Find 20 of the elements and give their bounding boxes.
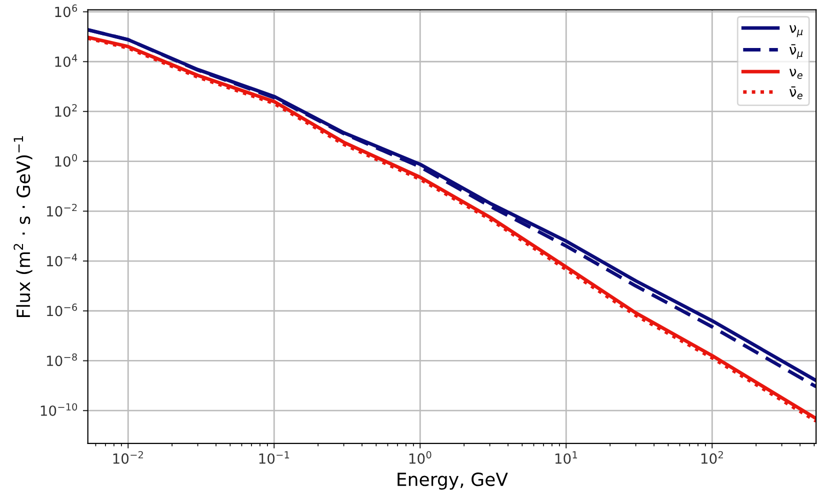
x-tick-label: 10$^{0}$ xyxy=(409,451,432,464)
y-tick-label: 10$^{−8}$ xyxy=(47,353,77,366)
y-axis-title: Flux (m$^{2}$ · s · GeV)$^{−1}$ xyxy=(14,136,32,318)
legend-label: ν̄$_{μ}$ xyxy=(789,44,803,59)
y-tick-label: 10$^{−2}$ xyxy=(47,204,77,217)
y-tick-label: 10$^{2}$ xyxy=(55,104,77,117)
legend-label: ν̄$_{e}$ xyxy=(789,86,802,100)
x-tick-label: 10$^{−2}$ xyxy=(113,451,143,464)
y-tick-label: 10$^{4}$ xyxy=(55,54,78,68)
y-tick-label: 10$^{−10}$ xyxy=(40,403,78,416)
y-tick-label: 10$^{0}$ xyxy=(55,154,78,167)
legend-label: ν$_{μ}$ xyxy=(789,25,803,38)
y-tick-label: 10$^{6}$ xyxy=(55,4,78,18)
x-tick-label: 10$^{−1}$ xyxy=(259,451,290,464)
legend-label: ν$_{e}$ xyxy=(789,68,802,79)
x-axis-title: Energy, GeV xyxy=(398,472,508,490)
y-tick-label: 10$^{−6}$ xyxy=(47,304,78,316)
y-tick-label: 10$^{−4}$ xyxy=(47,254,78,266)
x-tick-label: 10$^{1}$ xyxy=(555,451,578,464)
x-tick-label: 10$^{2}$ xyxy=(701,451,723,464)
